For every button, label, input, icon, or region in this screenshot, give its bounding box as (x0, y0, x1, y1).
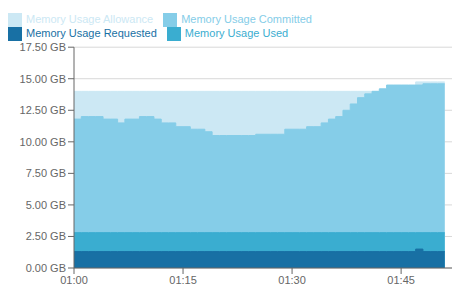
svg-text:10.00 GB: 10.00 GB (20, 136, 66, 148)
svg-text:01:15: 01:15 (169, 274, 197, 286)
html-text:Memory Usage Allowance: Memory Usage Allowance (26, 13, 154, 25)
svg-text:01:30: 01:30 (278, 274, 306, 286)
svg-text:17.50 GB: 17.50 GB (20, 41, 66, 53)
html-text:Memory Usage Committed: Memory Usage Committed (181, 13, 312, 25)
svg-text:01:00: 01:00 (60, 274, 88, 286)
svg-text:2.50 GB: 2.50 GB (26, 230, 66, 242)
svg-text:12.50 GB: 12.50 GB (20, 104, 66, 116)
svg-text:7.50 GB: 7.50 GB (26, 167, 66, 179)
html-text:Memory Usage Requested: Memory Usage Requested (26, 27, 157, 40)
svg-text:15.00 GB: 15.00 GB (20, 73, 66, 85)
svg-text:0.00 GB: 0.00 GB (26, 262, 66, 274)
svg-text:01:45: 01:45 (387, 274, 415, 286)
svg-text:5.00 GB: 5.00 GB (26, 199, 66, 211)
html-text:Memory Usage Used: Memory Usage Used (184, 27, 289, 40)
